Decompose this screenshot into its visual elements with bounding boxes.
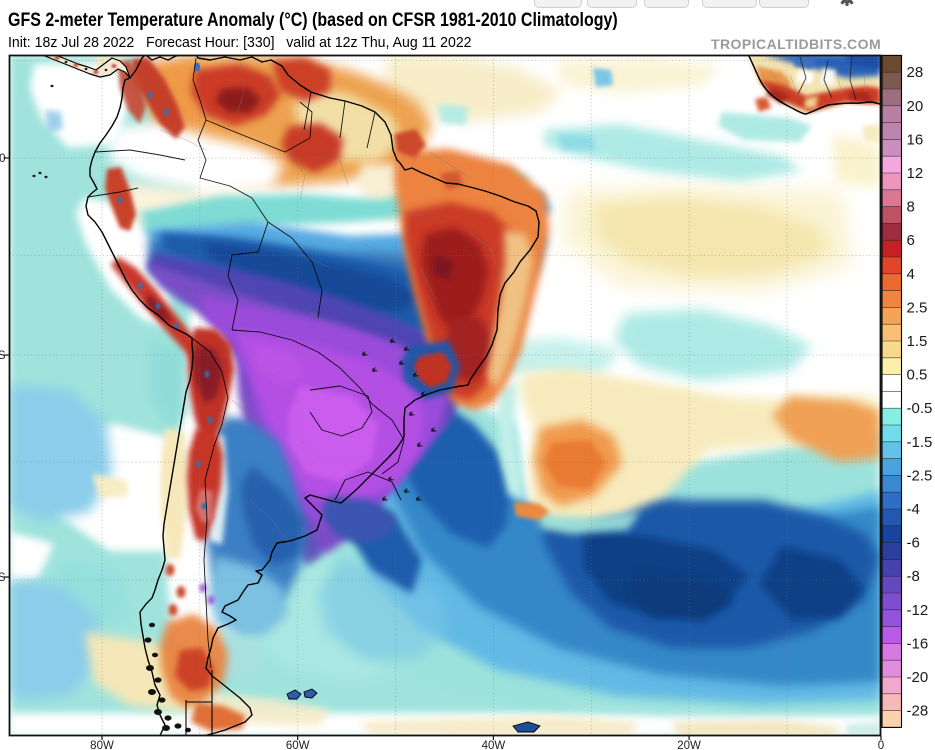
- svg-text:20W: 20W: [677, 740, 701, 750]
- svg-text:60W: 60W: [286, 740, 310, 750]
- svg-text:-0.5: -0.5: [907, 400, 933, 417]
- svg-text:-1.5: -1.5: [907, 434, 933, 451]
- svg-text:2.5: 2.5: [907, 299, 928, 316]
- svg-text:80W: 80W: [90, 740, 114, 750]
- svg-text:-2.5: -2.5: [907, 467, 933, 484]
- svg-text:0S: 0S: [0, 572, 6, 584]
- svg-text:16: 16: [907, 131, 924, 148]
- svg-text:-20: -20: [907, 669, 929, 686]
- svg-text:-4: -4: [907, 501, 920, 518]
- svg-text:1.5: 1.5: [907, 333, 928, 350]
- svg-text:4: 4: [907, 266, 915, 283]
- svg-text:-28: -28: [907, 703, 929, 720]
- svg-text:0.5: 0.5: [907, 367, 928, 384]
- svg-text:40W: 40W: [482, 740, 506, 750]
- svg-text:-16: -16: [907, 635, 929, 652]
- svg-text:20: 20: [907, 98, 924, 115]
- svg-text:0: 0: [878, 740, 884, 750]
- svg-text:28: 28: [907, 64, 924, 81]
- svg-text:6: 6: [907, 232, 915, 249]
- svg-text:-8: -8: [907, 568, 920, 585]
- svg-text:12: 12: [907, 165, 924, 182]
- svg-text:0: 0: [0, 153, 6, 165]
- svg-text:0S: 0S: [0, 350, 6, 362]
- svg-text:-12: -12: [907, 602, 929, 619]
- svg-text:-6: -6: [907, 535, 920, 552]
- svg-text:8: 8: [907, 199, 915, 216]
